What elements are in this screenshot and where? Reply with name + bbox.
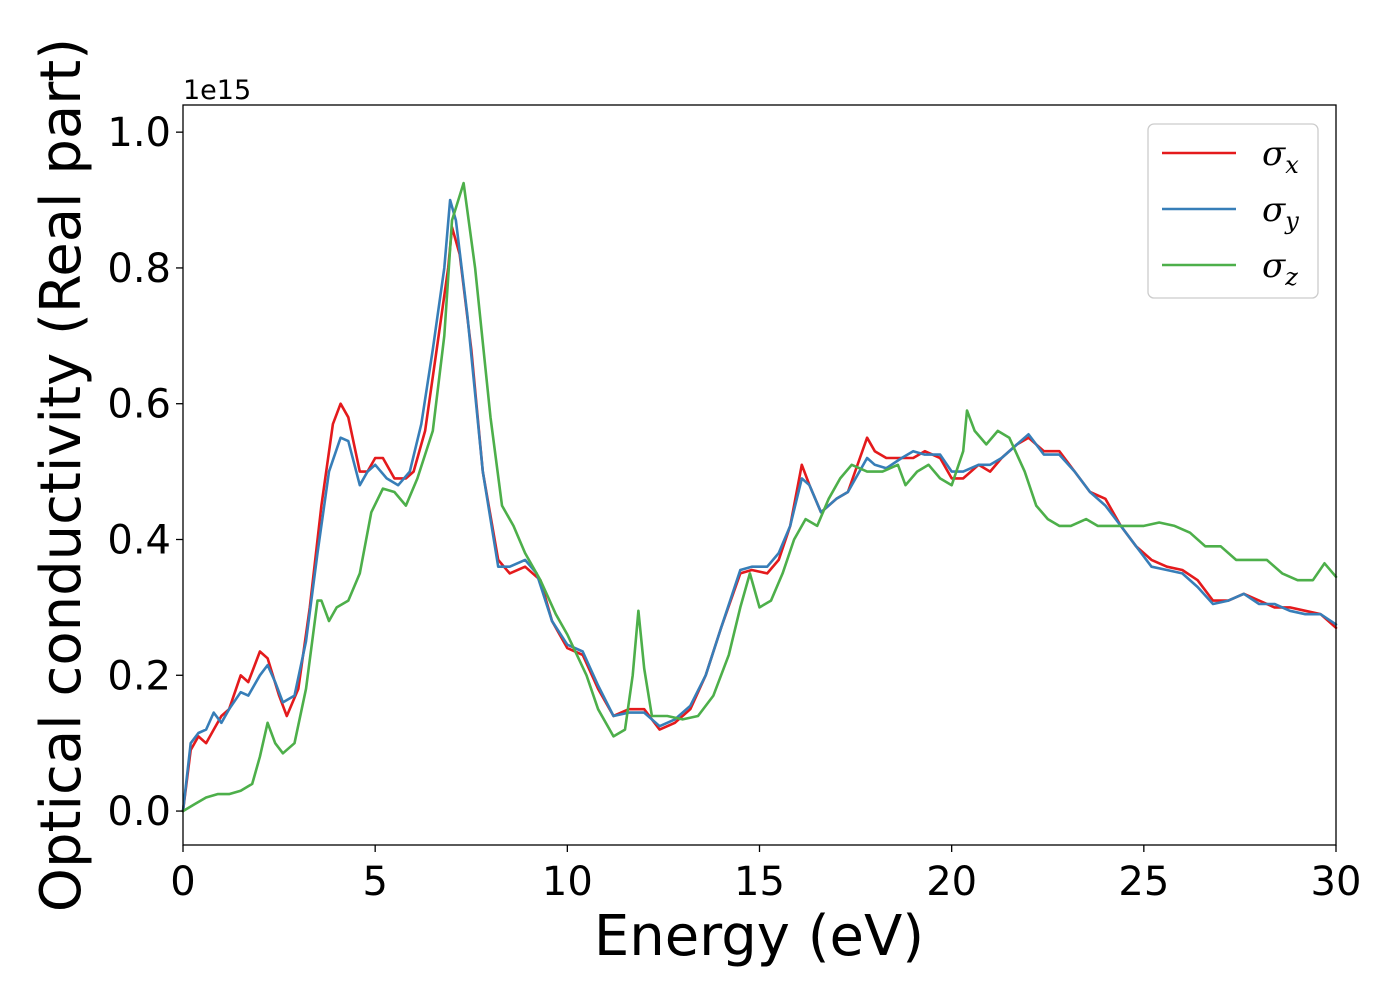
- y-tick-label: 0.8: [107, 246, 171, 292]
- x-tick-label: 30: [1311, 859, 1362, 905]
- y-tick-label: 0.0: [107, 789, 171, 835]
- x-tick-label: 5: [362, 859, 387, 905]
- legend-label-z: σz: [1262, 246, 1298, 291]
- x-tick-label: 0: [170, 859, 195, 905]
- series-line-x: [181, 225, 1338, 813]
- x-tick-label: 20: [926, 859, 977, 905]
- series-line-y: [181, 198, 1338, 813]
- x-axis-title: Energy (eV): [594, 904, 924, 969]
- legend-label-x: σx: [1262, 134, 1299, 179]
- x-tick-label: 15: [734, 859, 785, 905]
- x-axis: 0 5 10 15 20 25 30: [170, 845, 1361, 905]
- x-tick-label: 25: [1118, 859, 1169, 905]
- legend-box: [1147, 123, 1319, 299]
- y-tick-label: 0.6: [107, 382, 171, 428]
- legend-label-y: σy: [1262, 190, 1299, 235]
- legend-entries: σx σy σz: [1162, 134, 1299, 291]
- y-tick-label: 1.0: [107, 110, 171, 156]
- y-tick-label: 0.2: [107, 653, 171, 699]
- y-axis-title: Optical conductivity (Real part): [29, 38, 94, 912]
- plot-area: [183, 105, 1336, 845]
- series-layer: [181, 181, 1338, 813]
- x-tick-label: 10: [542, 859, 593, 905]
- legend: σx σy σz: [1147, 123, 1319, 299]
- y-offset-label: 1e15: [183, 75, 251, 106]
- y-axis: 0.0 0.2 0.4 0.6 0.8 1.0: [107, 110, 183, 835]
- series-line-z: [181, 181, 1338, 813]
- y-tick-label: 0.4: [107, 517, 171, 563]
